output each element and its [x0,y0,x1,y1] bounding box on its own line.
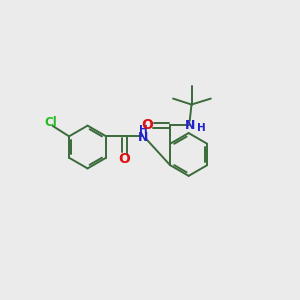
Text: O: O [142,118,154,132]
Text: N: N [184,119,195,132]
Text: H: H [139,125,147,135]
Text: Cl: Cl [45,116,58,129]
Text: N: N [138,131,148,144]
Text: H: H [196,123,206,133]
Text: O: O [118,152,130,166]
